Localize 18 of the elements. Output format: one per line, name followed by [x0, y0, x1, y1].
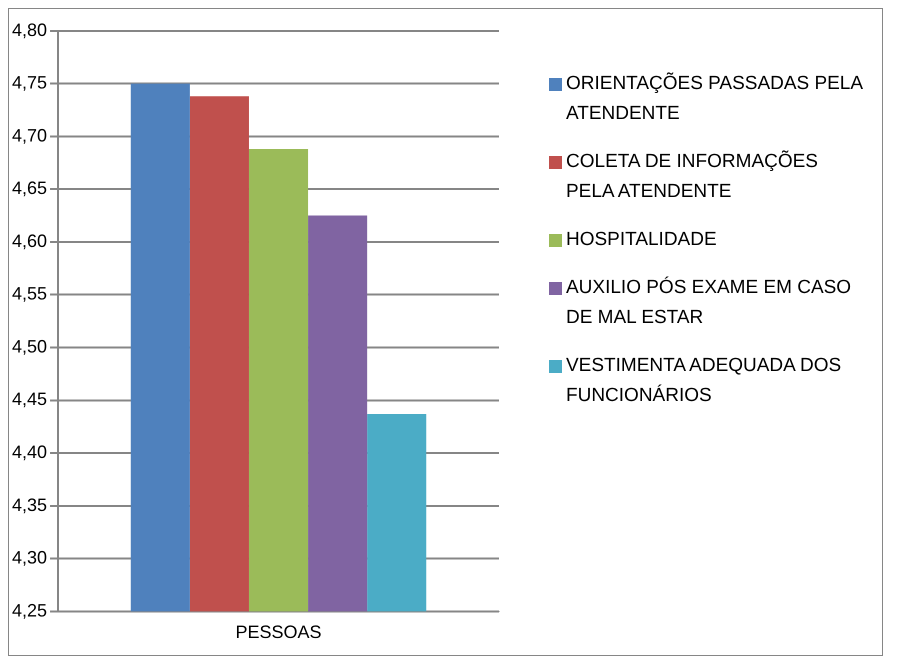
- y-tick-label: 4,45: [12, 389, 48, 410]
- legend-label: HOSPITALIDADE: [566, 228, 717, 252]
- y-tick-label: 4,55: [12, 284, 48, 304]
- y-tick-label: 4,80: [12, 20, 48, 40]
- y-tick-label: 4,25: [12, 600, 48, 620]
- y-tick-label: 4,60: [12, 230, 48, 251]
- legend-label: ORIENTAÇÕES PASSADAS PELA ATENDENTE: [566, 71, 864, 126]
- x-tick-label: PESSOAS: [235, 622, 322, 642]
- y-tick-label: 4,50: [12, 336, 48, 356]
- legend-label: COLETA DE INFORMAÇÕES PELA ATENDENTE: [566, 149, 819, 204]
- y-tick-label: 4,30: [12, 548, 48, 568]
- legend-label: AUXILIO PÓS EXAME EM CASO DE MAL ESTAR: [566, 276, 852, 330]
- y-tick-label: 4,70: [12, 125, 48, 146]
- y-tick-label: 4,40: [12, 442, 48, 462]
- legend-label: VESTIMENTA ADEQUADA DOS FUNCIONÁRIOS: [566, 354, 842, 408]
- y-tick-label: 4,65: [12, 178, 48, 198]
- y-tick-label: 4,35: [12, 494, 48, 515]
- y-tick-label: 4,75: [12, 72, 48, 93]
